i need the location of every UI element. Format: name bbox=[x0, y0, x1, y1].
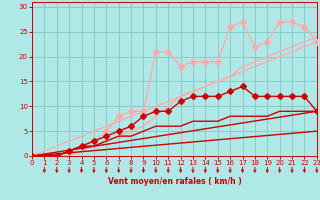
X-axis label: Vent moyen/en rafales ( km/h ): Vent moyen/en rafales ( km/h ) bbox=[108, 177, 241, 186]
